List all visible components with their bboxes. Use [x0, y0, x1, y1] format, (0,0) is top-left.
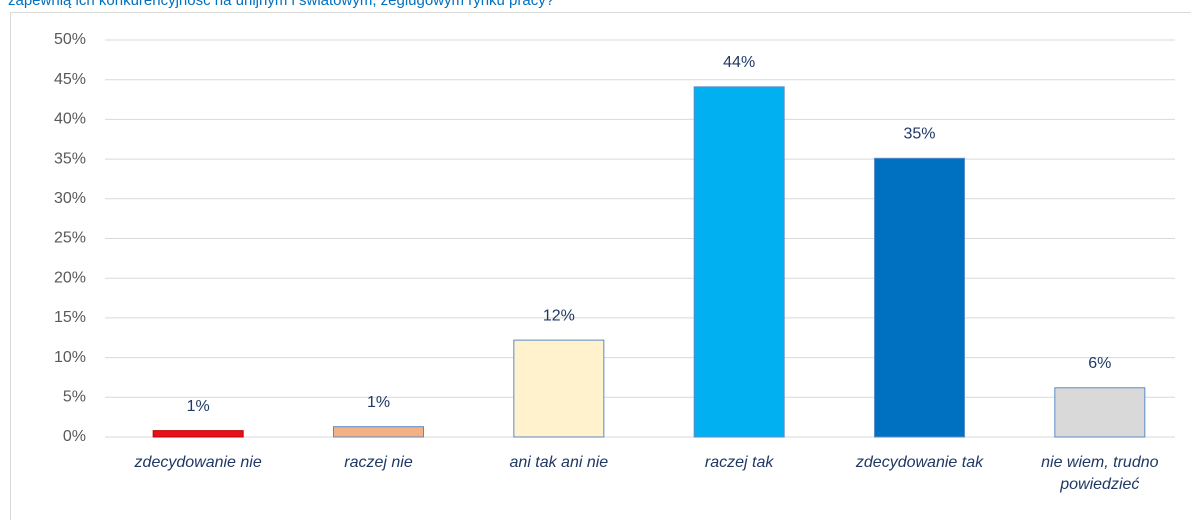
- x-tick-label: zdecydowanie nie: [134, 454, 262, 471]
- bar: [513, 339, 605, 438]
- bar: [333, 426, 424, 438]
- bar: [693, 86, 785, 438]
- x-tick-label: raczej nie: [344, 454, 413, 471]
- x-tick-label: nie wiem, trudno powiedzieć: [1041, 454, 1159, 493]
- y-tick-label: 5%: [63, 389, 86, 406]
- y-tick-label: 15%: [54, 309, 86, 326]
- data-label: 6%: [1088, 355, 1111, 372]
- data-label: 35%: [903, 126, 935, 143]
- y-tick-label: 30%: [54, 190, 86, 207]
- y-tick-label: 50%: [54, 31, 86, 48]
- y-tick-label: 35%: [54, 150, 86, 167]
- data-label: 1%: [367, 394, 390, 411]
- y-tick-label: 10%: [54, 349, 86, 366]
- x-tick-label: raczej tak: [704, 454, 774, 471]
- data-label: 44%: [723, 54, 755, 71]
- bar: [874, 157, 965, 438]
- y-tick-label: 0%: [63, 428, 86, 445]
- x-tick-label: zdecydowanie tak: [855, 454, 984, 471]
- data-label: 1%: [187, 398, 210, 415]
- x-tick-label: ani tak ani nie: [509, 454, 609, 471]
- chart-frame: [10, 12, 1191, 520]
- chart-title: zapewnią ich konkurencyjność na unijnym …: [8, 0, 554, 9]
- y-tick-label: 45%: [54, 71, 86, 88]
- y-tick-label: 25%: [54, 230, 86, 247]
- y-tick-label: 20%: [54, 269, 86, 286]
- data-label: 12%: [543, 307, 575, 324]
- y-tick-label: 40%: [54, 111, 86, 128]
- bar: [1054, 387, 1146, 438]
- bar: [152, 430, 244, 438]
